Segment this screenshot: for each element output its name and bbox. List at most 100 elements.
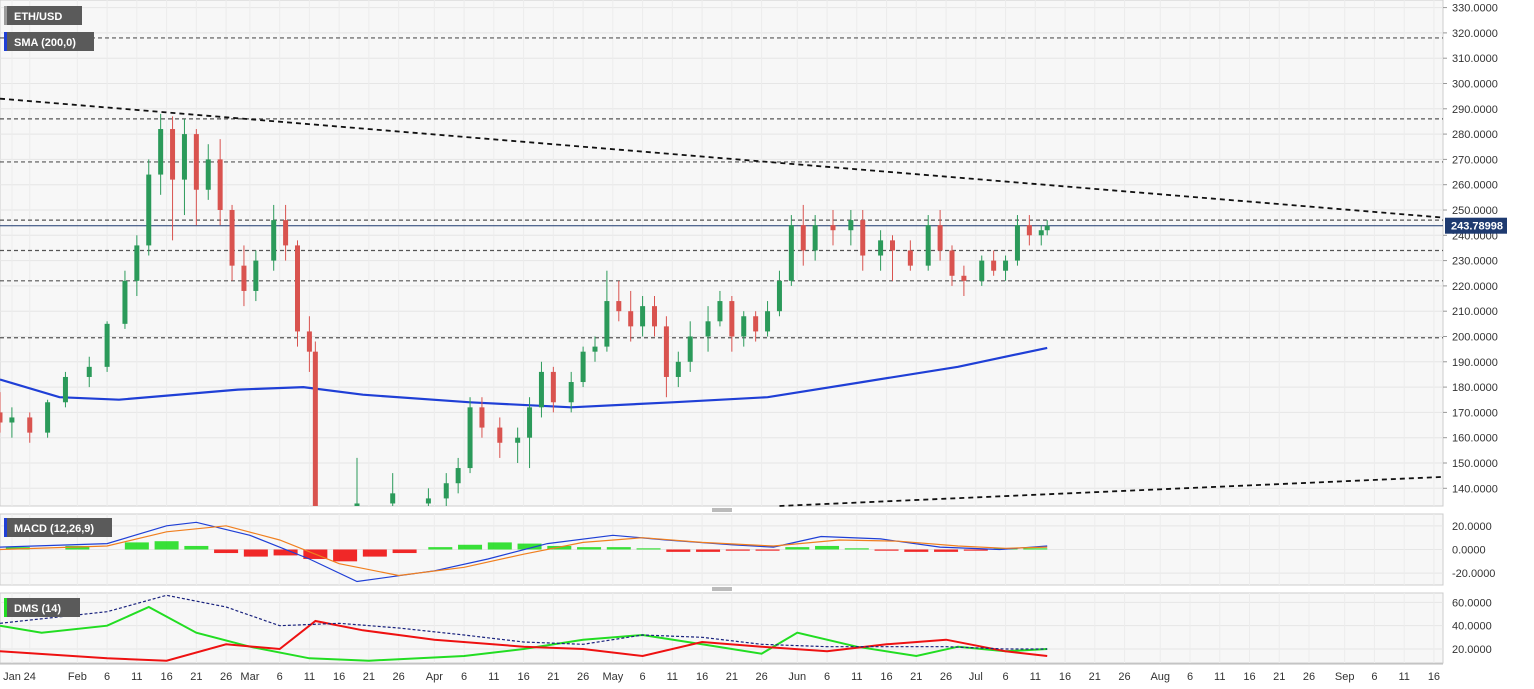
- x-tick-label: 6: [104, 671, 110, 683]
- x-tick-label: 26: [393, 671, 405, 683]
- dms-y-tick-label: 20.0000: [1452, 644, 1492, 656]
- x-tick-label: 16: [696, 671, 708, 683]
- candle-body: [848, 220, 854, 231]
- candle-body: [104, 323, 110, 367]
- x-axis: Jan 24 Feb 6 11 16 21 26 Mar 6 11 16 21 26 Apr 6 11 16 21 2…: [0, 663, 1443, 683]
- macd-histogram-bar: [904, 549, 929, 552]
- macd-histogram-bar: [696, 549, 721, 552]
- candle-body: [443, 483, 449, 499]
- y-tick-label: 330.0000: [1452, 3, 1498, 15]
- candle-body: [687, 336, 693, 362]
- symbol-text: ETH/USD: [14, 11, 62, 23]
- candle-body: [241, 265, 247, 291]
- y-tick-label: 180.0000: [1452, 382, 1498, 394]
- candle-body: [390, 493, 396, 504]
- panel-splitter-1[interactable]: [712, 508, 732, 512]
- x-tick-label: 11: [1398, 671, 1409, 683]
- macd-histogram-bar: [154, 541, 179, 550]
- candle-body: [628, 311, 634, 327]
- candle-body: [527, 407, 533, 438]
- last-price-text: 243.78998: [1451, 221, 1503, 233]
- y-tick-label: 140.0000: [1452, 483, 1498, 495]
- macd-histogram-bar: [214, 549, 239, 554]
- y-tick-label: 230.0000: [1452, 256, 1498, 268]
- candle-body: [283, 220, 289, 246]
- x-tick-label: 11: [304, 671, 315, 683]
- y-tick-label: 280.0000: [1452, 129, 1498, 141]
- signal-line: [0, 525, 1048, 577]
- dms-text: DMS (14): [14, 603, 61, 615]
- y-tick-label: 320.0000: [1452, 28, 1498, 40]
- candle-body: [1003, 260, 1009, 271]
- dms-minus-line: [0, 619, 1048, 662]
- x-tick-label: 6: [824, 671, 830, 683]
- y-tick-label: 220.0000: [1452, 281, 1498, 293]
- x-tick-label: 11: [667, 671, 678, 683]
- x-tick-label: 24: [24, 671, 36, 683]
- x-tick-label: Feb: [68, 671, 87, 683]
- x-tick-label: 16: [160, 671, 172, 683]
- y-tick-label: 150.0000: [1452, 458, 1498, 470]
- candle-body: [425, 498, 431, 504]
- candle-body: [652, 306, 657, 327]
- sma-text: SMA (200,0): [14, 37, 76, 49]
- x-tick-label: 16: [333, 671, 345, 683]
- macd-histogram-bar: [333, 549, 358, 562]
- candle-body: [146, 174, 152, 246]
- candle-body: [961, 275, 967, 281]
- candle-body: [1038, 230, 1044, 236]
- candle-body: [592, 346, 598, 352]
- x-tick-label: 26: [940, 671, 952, 683]
- candle-body: [765, 311, 771, 332]
- candle-body: [27, 417, 33, 433]
- candle-body: [776, 280, 782, 312]
- macd-histogram-bar: [755, 549, 780, 551]
- candle-body: [860, 220, 866, 256]
- candle-body: [812, 225, 818, 251]
- macd-histogram-bar: [785, 547, 810, 550]
- candle-body: [616, 301, 622, 312]
- candle-body: [515, 437, 521, 443]
- macd-y-tick-label: 20.0000: [1452, 521, 1492, 533]
- candles: [0, 113, 1050, 506]
- macd-histogram-bar: [124, 542, 149, 550]
- candle-body: [455, 468, 461, 484]
- x-tick-label: 6: [277, 671, 283, 683]
- x-tick-label: 11: [1214, 671, 1225, 683]
- candle-body: [538, 371, 544, 408]
- candle-body: [134, 245, 140, 281]
- y-tick-label: 210.0000: [1452, 306, 1498, 318]
- candle-body: [991, 260, 997, 271]
- candle-body: [193, 134, 199, 190]
- dms-label: DMS (14): [4, 598, 80, 617]
- x-tick-label: Mar: [240, 671, 259, 683]
- x-tick-label: 21: [363, 671, 375, 683]
- x-tick-label: 26: [1118, 671, 1130, 683]
- candle-body: [604, 301, 610, 347]
- x-tick-label: 26: [755, 671, 767, 683]
- x-tick-label: 26: [1303, 671, 1315, 683]
- x-tick-label: 16: [880, 671, 892, 683]
- y-tick-label: 270.0000: [1452, 154, 1498, 166]
- horizontal-levels: [0, 37, 1443, 339]
- candle-body: [253, 260, 259, 291]
- dms-y-tick-label: 60.0000: [1452, 597, 1492, 609]
- macd-histogram-bar: [273, 549, 298, 556]
- candle-body: [979, 260, 985, 281]
- candle-body: [1044, 225, 1050, 231]
- adx-line: [0, 594, 1048, 650]
- panel-splitter-2[interactable]: [712, 587, 732, 591]
- y-tick-label: 250.0000: [1452, 205, 1498, 217]
- y-tick-label: 160.0000: [1452, 433, 1498, 445]
- dms-panel: [0, 592, 1444, 664]
- candle-body: [788, 225, 794, 281]
- candle-body: [830, 225, 836, 231]
- price-panel: [0, 0, 1444, 507]
- macd-histogram-bar: [517, 543, 542, 550]
- x-tick-label: 21: [1089, 671, 1101, 683]
- candle-body: [741, 316, 747, 337]
- candle-body: [550, 371, 556, 403]
- candle-body: [663, 326, 669, 377]
- candle-body: [729, 301, 735, 337]
- candle-body: [467, 407, 473, 469]
